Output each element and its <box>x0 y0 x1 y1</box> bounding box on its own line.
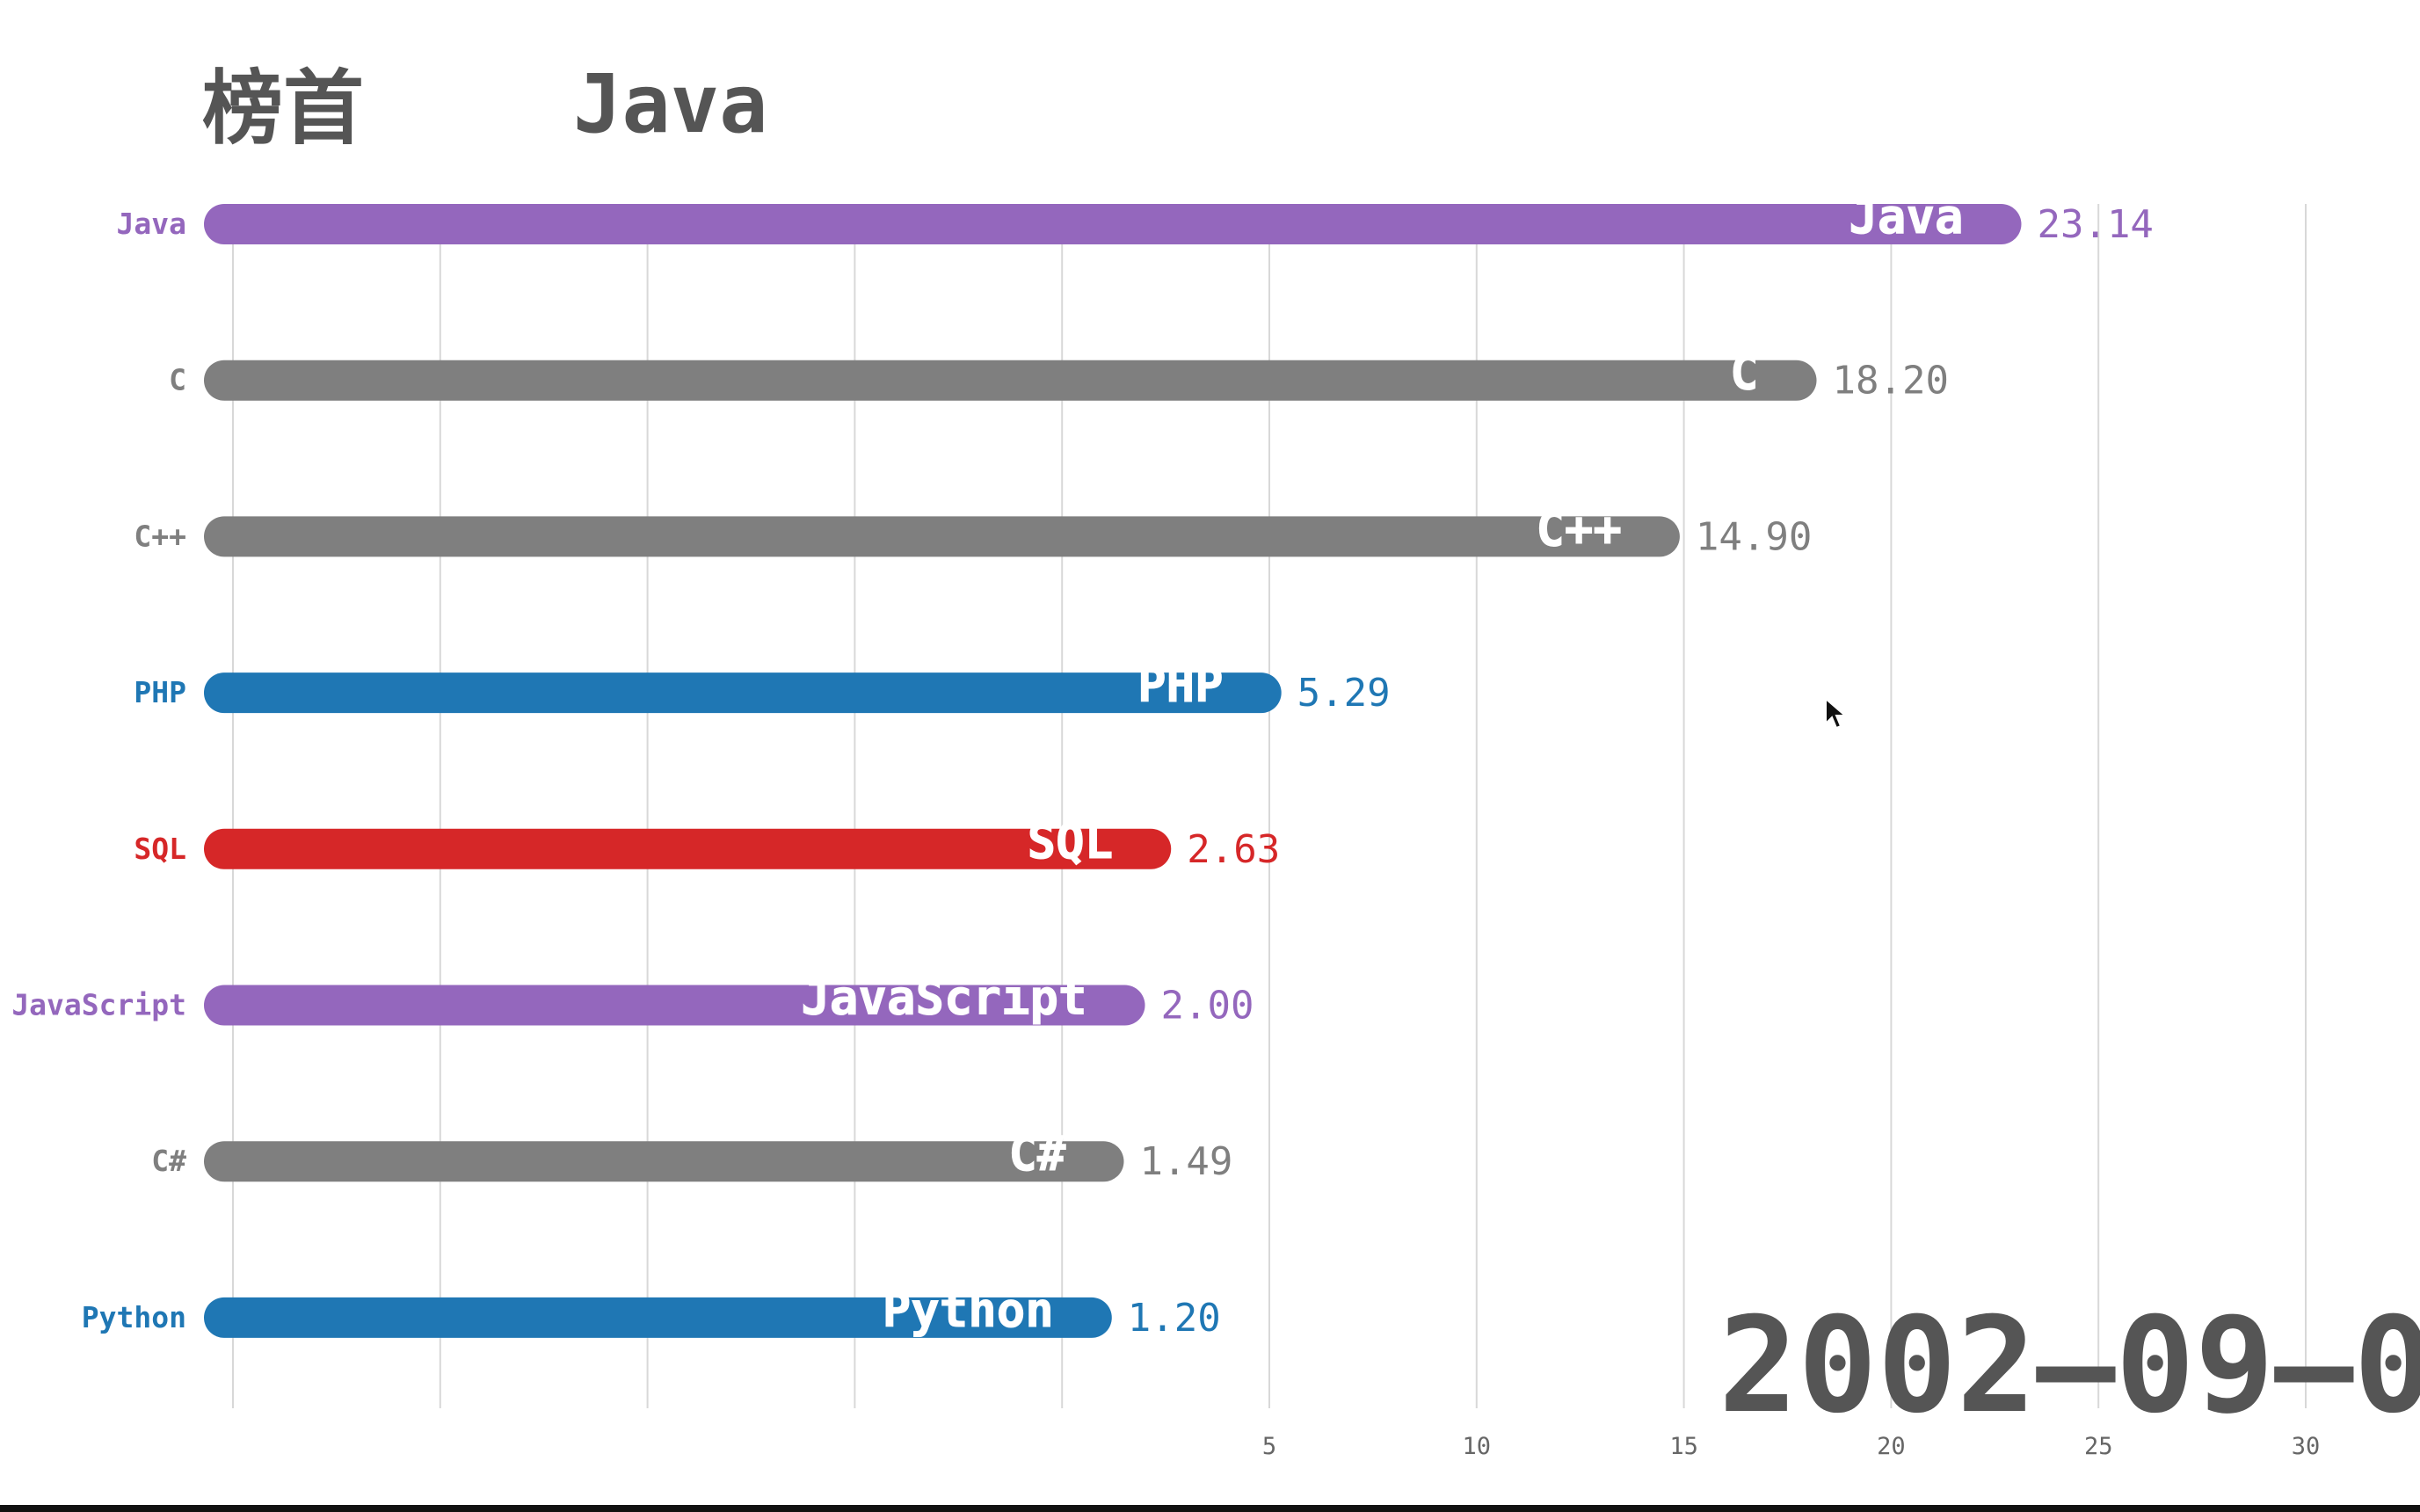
bottom-border <box>0 1505 2420 1512</box>
category-label: Java <box>117 207 186 241</box>
leader-name: Java <box>573 57 768 151</box>
category-label: SQL <box>134 832 186 866</box>
bar-inner-label: JavaScript <box>801 970 1086 1026</box>
bar-row: JavaScript JavaScript 2.00 <box>11 970 1254 1029</box>
value-label: 5.29 <box>1297 671 1391 716</box>
bar <box>204 672 1282 714</box>
bar-inner-label: Python <box>883 1283 1054 1338</box>
bar-row: C C 18.20 <box>169 345 1949 403</box>
date-label: 2002–09–03 <box>1719 1290 2420 1443</box>
value-label: 2.00 <box>1161 984 1254 1029</box>
bar <box>204 828 1172 869</box>
bar-inner-label: Java <box>1849 189 1963 244</box>
value-label: 1.20 <box>1128 1296 1221 1341</box>
category-label: C <box>169 363 186 397</box>
bar-row: C++ C++ 14.90 <box>134 501 1812 560</box>
bar-inner-label: SQL <box>1028 814 1114 869</box>
value-label: 14.90 <box>1696 514 1812 559</box>
bar-inner-label: C++ <box>1536 501 1622 556</box>
value-label: 2.63 <box>1187 827 1280 872</box>
x-axis-ticks: 5 10 15 20 25 30 <box>1262 1433 2320 1460</box>
bar <box>204 516 1680 557</box>
x-tick-label: 20 <box>1877 1433 1906 1460</box>
bar-row: PHP PHP 5.29 <box>134 658 1390 716</box>
category-label: PHP <box>134 675 186 709</box>
bar-row: SQL SQL 2.63 <box>134 813 1280 872</box>
bar-inner-label: PHP <box>1137 658 1224 713</box>
x-tick-label: 15 <box>1669 1433 1698 1460</box>
value-label: 1.49 <box>1139 1139 1232 1184</box>
bar <box>204 985 1145 1026</box>
bar <box>204 1141 1124 1182</box>
x-tick-label: 5 <box>1262 1433 1276 1460</box>
gridlines <box>232 204 2307 1408</box>
bar-inner-label: C <box>1730 345 1759 401</box>
value-label: 23.14 <box>2037 202 2153 247</box>
bars: Java Java 23.14 C C 18.20 C++ C++ 14.90 PHP PHP 5.2… <box>11 189 2154 1341</box>
bar <box>204 360 1817 401</box>
category-label: C++ <box>134 519 186 553</box>
bar-row: Java Java 23.14 <box>117 189 2154 248</box>
bar <box>204 1297 1112 1338</box>
value-label: 18.20 <box>1833 359 1949 403</box>
x-tick-label: 10 <box>1463 1433 1492 1460</box>
bar-inner-label: C# <box>1008 1126 1066 1181</box>
category-label: JavaScript <box>11 988 186 1022</box>
category-label: C# <box>151 1144 186 1178</box>
x-tick-label: 30 <box>2292 1433 2321 1460</box>
x-tick-label: 25 <box>2084 1433 2113 1460</box>
leader-label: 榜首 <box>202 62 364 156</box>
bar <box>204 204 2022 244</box>
category-label: Python <box>82 1300 186 1334</box>
bar-row: Python Python 1.20 <box>82 1282 1221 1341</box>
bar-row: C# C# 1.49 <box>151 1126 1232 1185</box>
mouse-cursor-icon <box>1825 697 1848 730</box>
